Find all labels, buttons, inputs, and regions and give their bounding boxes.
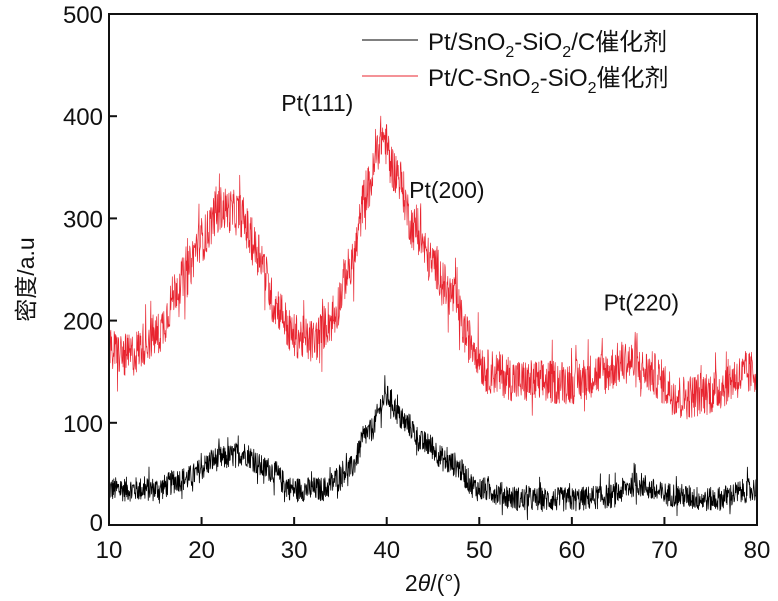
x-axis-title: 2θ/(°) [405, 570, 461, 596]
y-tick-label: 500 [63, 2, 103, 29]
legend: Pt/SnO2-SiO2/C催化剂 Pt/C-SnO2-SiO2催化剂 [362, 29, 669, 97]
y-axis-title: 密度/a.u [13, 237, 39, 321]
series-layer [108, 115, 758, 521]
peak-label: Pt(220) [604, 289, 679, 315]
peak-label: Pt(200) [409, 177, 484, 203]
y-tick-label: 100 [63, 411, 103, 438]
legend-label-2: Pt/C-SnO2-SiO2催化剂 [428, 65, 669, 97]
plot-frame [108, 13, 758, 526]
x-tick-label: 10 [96, 537, 123, 564]
x-tick-label: 30 [281, 537, 308, 564]
peak-annotations: Pt(111) Pt(200) Pt(220) [281, 90, 679, 315]
x-tick-label: 80 [744, 537, 771, 564]
y-axis: 0 100 200 300 400 500 [63, 2, 117, 537]
legend-label-1: Pt/SnO2-SiO2/C催化剂 [428, 29, 667, 61]
series-line-2 [108, 115, 758, 420]
y-tick-label: 400 [63, 104, 103, 131]
x-tick-label: 50 [466, 537, 493, 564]
y-tick-label: 0 [90, 510, 103, 537]
x-tick-label: 70 [651, 537, 678, 564]
y-tick-label: 300 [63, 206, 103, 233]
series-line-1 [108, 375, 758, 521]
peak-label: Pt(111) [281, 90, 353, 116]
x-tick-label: 60 [559, 537, 586, 564]
x-axis: 10 20 30 40 50 60 70 80 [96, 517, 771, 564]
x-tick-label: 20 [188, 537, 215, 564]
x-tick-label: 40 [373, 537, 400, 564]
y-tick-label: 200 [63, 309, 103, 336]
